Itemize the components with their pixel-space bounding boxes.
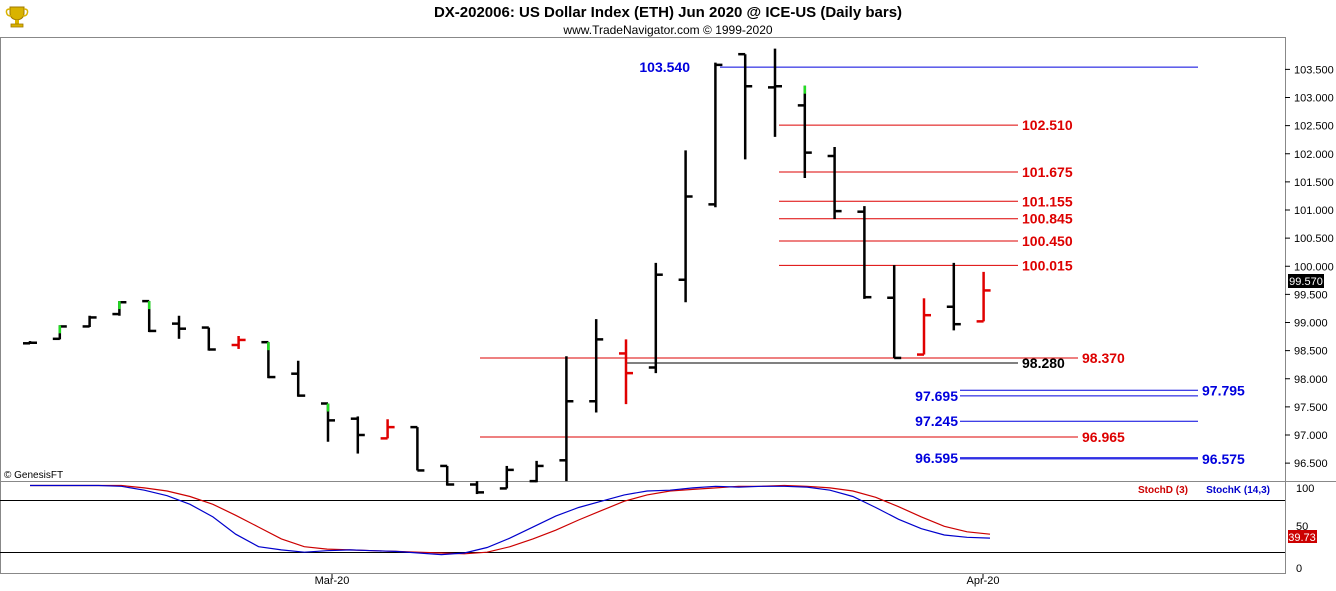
level-label: 101.155 — [1022, 193, 1073, 209]
ohlc-bar — [440, 464, 455, 486]
ohlc-bar — [827, 147, 842, 219]
logo-icon — [4, 4, 30, 30]
level-label: 103.540 — [639, 59, 690, 75]
ohlc-bar — [231, 336, 246, 349]
ohlc-bars — [23, 48, 991, 495]
stochd-line — [30, 484, 991, 555]
y-tick-label: 100.000 — [1294, 261, 1334, 273]
x-tick-apr: Apr-20 — [966, 575, 999, 587]
ohlc-bar — [559, 356, 574, 482]
copyright-label: © GenesisFT — [4, 470, 63, 481]
price-axis: 103.500 103.000 102.500 102.000 101.500 101.0… — [1285, 64, 1334, 470]
current-price-label: 99.570 — [1289, 276, 1323, 288]
ohlc-bar — [768, 48, 782, 137]
level-label: 97.795 — [1202, 382, 1245, 398]
ohlc-bar — [738, 52, 753, 160]
y-tick-label: 99.500 — [1294, 289, 1328, 301]
ohlc-bar — [321, 402, 335, 442]
ohlc-bar — [946, 262, 961, 331]
ohlc-bar — [529, 460, 544, 483]
y-tick-label: 98.000 — [1294, 374, 1328, 386]
level-label: 96.965 — [1082, 429, 1125, 445]
support-resistance-levels: 103.540 102.510 101.675 101.155 100.845 100.4… — [480, 59, 1245, 467]
x-tick-mar: Mar-20 — [315, 575, 350, 587]
y-tick-label: 96.500 — [1294, 458, 1328, 470]
chart-title: DX-202006: US Dollar Index (ETH) Jun 202… — [434, 4, 902, 21]
ohlc-bar — [619, 339, 633, 405]
ohlc-bar — [499, 465, 514, 490]
y-tick-label: 99.000 — [1294, 318, 1328, 330]
current-price-marker: 99.570 — [1288, 274, 1324, 288]
ohlc-bar — [470, 481, 484, 495]
ohlc-bar — [648, 262, 663, 374]
y-tick-label: 97.500 — [1294, 402, 1328, 414]
level-label: 100.015 — [1022, 257, 1073, 273]
ohlc-bar — [380, 419, 395, 440]
level-label: 96.575 — [1202, 451, 1245, 467]
ohlc-bar — [708, 62, 723, 208]
level-label: 101.675 — [1022, 164, 1073, 180]
y-tick-label: 102.000 — [1294, 149, 1334, 161]
y-tick-label: 103.000 — [1294, 93, 1334, 105]
level-label: 96.595 — [915, 450, 958, 466]
level-label: 97.245 — [915, 413, 958, 429]
ohlc-bar — [917, 298, 931, 356]
ohlc-bar — [350, 416, 365, 454]
ohlc-bar — [201, 326, 216, 351]
ohlc-bar — [261, 340, 276, 379]
level-label: 100.845 — [1022, 211, 1073, 227]
level-label: 100.450 — [1022, 233, 1073, 249]
stoch-value-label: 39.73 — [1288, 532, 1316, 544]
y-tick-label: 98.500 — [1294, 346, 1328, 358]
ohlc-bar — [291, 360, 306, 397]
y-tick-label: 101.000 — [1294, 205, 1334, 217]
ohlc-bar — [797, 85, 812, 178]
y-tick-label: 103.500 — [1294, 64, 1334, 76]
stochk-legend: StochK (14,3) — [1206, 485, 1270, 496]
stoch-value-marker: 39.73 — [1288, 530, 1317, 544]
ohlc-bar — [142, 299, 157, 333]
ohlc-bar — [857, 206, 872, 299]
ohlc-bar — [410, 425, 425, 472]
level-label: 98.370 — [1082, 350, 1125, 366]
ohlc-bar — [52, 325, 67, 341]
price-panel-frame — [0, 37, 1286, 482]
ohlc-bar — [678, 150, 693, 303]
stoch-tick-100: 100 — [1296, 483, 1314, 495]
stochastic-lines — [30, 484, 991, 556]
ohlc-bar — [887, 265, 902, 360]
ohlc-bar — [589, 319, 604, 413]
stochd-legend: StochD (3) — [1138, 485, 1188, 496]
stochk-line — [30, 484, 991, 556]
chart-subtitle: www.TradeNavigator.com © 1999-2020 — [562, 23, 772, 37]
ohlc-bar — [82, 315, 97, 328]
level-label: 98.280 — [1022, 355, 1065, 371]
indicator-panel-frame — [0, 481, 1286, 574]
ohlc-bar — [112, 301, 127, 316]
y-tick-label: 97.000 — [1294, 430, 1328, 442]
stoch-tick-0: 0 — [1296, 563, 1302, 575]
y-tick-label: 102.500 — [1294, 121, 1334, 133]
ohlc-bar — [976, 271, 991, 323]
level-label: 97.695 — [915, 388, 958, 404]
level-label: 102.510 — [1022, 117, 1073, 133]
ohlc-bar — [23, 341, 37, 345]
y-tick-label: 100.500 — [1294, 233, 1334, 245]
y-tick-label: 101.500 — [1294, 177, 1334, 189]
ohlc-bar — [172, 315, 186, 339]
